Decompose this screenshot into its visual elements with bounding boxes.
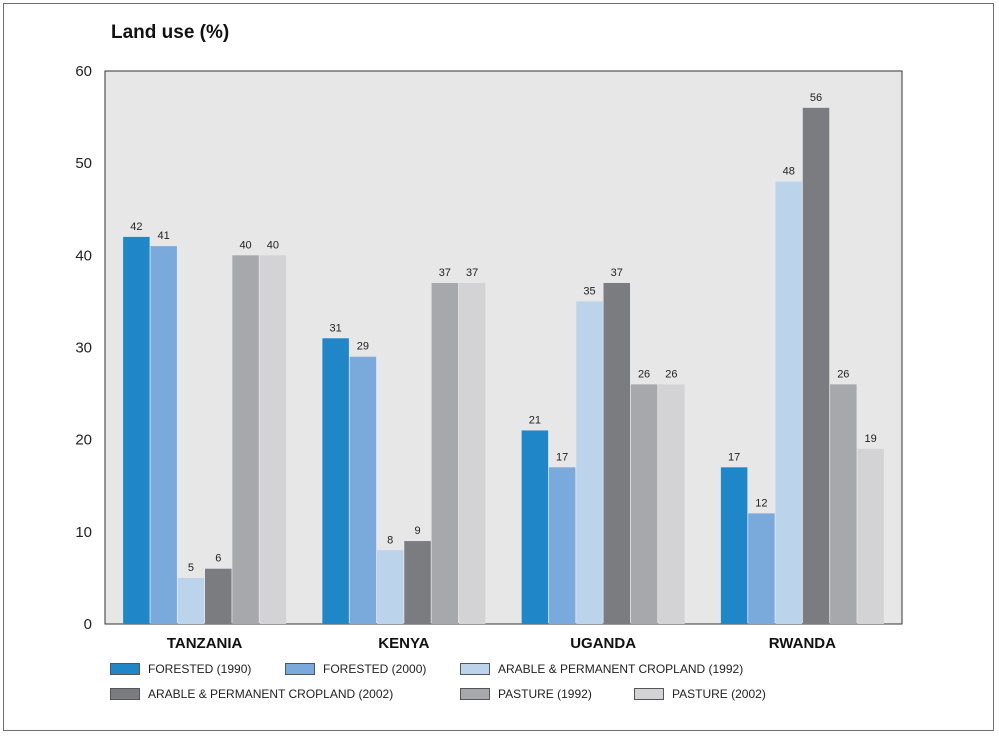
- legend-swatch: [285, 663, 315, 675]
- bar: [431, 282, 459, 624]
- bar: [322, 338, 349, 624]
- bar: [177, 577, 205, 624]
- chart-title: Land use (%): [111, 22, 230, 43]
- data-label: 26: [665, 368, 677, 380]
- legend-item: FORESTED (2000): [285, 662, 426, 676]
- bar: [576, 301, 603, 624]
- data-label: 29: [357, 341, 369, 353]
- bar: [603, 282, 631, 624]
- bar: [259, 255, 287, 625]
- data-label: 48: [783, 166, 795, 178]
- legend-swatch: [460, 663, 490, 675]
- data-label: 9: [414, 525, 420, 537]
- legend-label: PASTURE (1992): [498, 687, 592, 701]
- data-label: 19: [865, 433, 877, 445]
- y-tick-label: 50: [75, 155, 92, 172]
- category-label: KENYA: [378, 635, 429, 652]
- legend-item: ARABLE & PERMANENT CROPLAND (1992): [460, 662, 743, 676]
- bar: [775, 181, 802, 624]
- bar: [150, 246, 177, 624]
- data-label: 35: [583, 285, 595, 297]
- bar: [857, 448, 884, 624]
- y-tick-label: 20: [75, 432, 92, 449]
- data-label: 31: [330, 322, 342, 334]
- bar: [123, 236, 150, 624]
- bar: [802, 107, 830, 624]
- data-label: 41: [158, 230, 170, 242]
- category-label: RWANDA: [769, 635, 836, 652]
- data-label: 40: [267, 239, 279, 251]
- bar: [205, 568, 232, 624]
- legend-item: ARABLE & PERMANENT CROPLAND (2002): [110, 687, 393, 701]
- bar: [720, 467, 748, 624]
- y-tick-label: 0: [84, 616, 92, 633]
- bar: [376, 550, 404, 624]
- data-label: 17: [728, 451, 740, 463]
- legend-label: FORESTED (2000): [323, 662, 427, 676]
- data-label: 5: [188, 562, 194, 574]
- data-label: 8: [387, 534, 393, 546]
- bar: [630, 384, 658, 624]
- legend-label: ARABLE & PERMANENT CROPLAND (1992): [498, 662, 744, 676]
- legend-swatch: [110, 663, 140, 675]
- bar: [521, 430, 549, 624]
- y-tick-label: 30: [75, 340, 92, 357]
- data-label: 37: [466, 267, 478, 279]
- legend-label: ARABLE & PERMANENT CROPLAND (2002): [148, 687, 394, 701]
- data-label: 42: [130, 221, 142, 233]
- legend-label: FORESTED (1990): [148, 662, 252, 676]
- data-label: 26: [837, 368, 849, 380]
- legend-swatch: [634, 688, 664, 700]
- data-label: 37: [611, 267, 623, 279]
- y-tick-label: 60: [75, 63, 92, 80]
- legend-item: PASTURE (1992): [460, 687, 592, 701]
- data-label: 56: [810, 92, 822, 104]
- bar: [404, 541, 431, 624]
- data-label: 21: [529, 414, 541, 426]
- y-tick-label: 10: [75, 524, 92, 541]
- bar: [232, 255, 259, 625]
- data-label: 37: [439, 267, 451, 279]
- legend-swatch: [460, 688, 490, 700]
- data-label: 17: [556, 451, 568, 463]
- data-label: 6: [215, 553, 221, 565]
- category-label: TANZANIA: [167, 635, 243, 652]
- bar: [458, 282, 486, 624]
- bar: [748, 513, 775, 624]
- legend-item: PASTURE (2002): [634, 687, 766, 701]
- legend-swatch: [110, 688, 140, 700]
- bar: [658, 384, 685, 624]
- bar: [830, 384, 857, 624]
- legend-label: PASTURE (2002): [672, 687, 766, 701]
- data-label: 12: [755, 497, 767, 509]
- data-label: 40: [239, 239, 251, 251]
- category-label: UGANDA: [570, 635, 636, 652]
- bar: [349, 356, 377, 624]
- bar: [548, 467, 576, 624]
- y-tick-label: 40: [75, 247, 92, 264]
- data-label: 26: [638, 368, 650, 380]
- legend-item: FORESTED (1990): [110, 662, 251, 676]
